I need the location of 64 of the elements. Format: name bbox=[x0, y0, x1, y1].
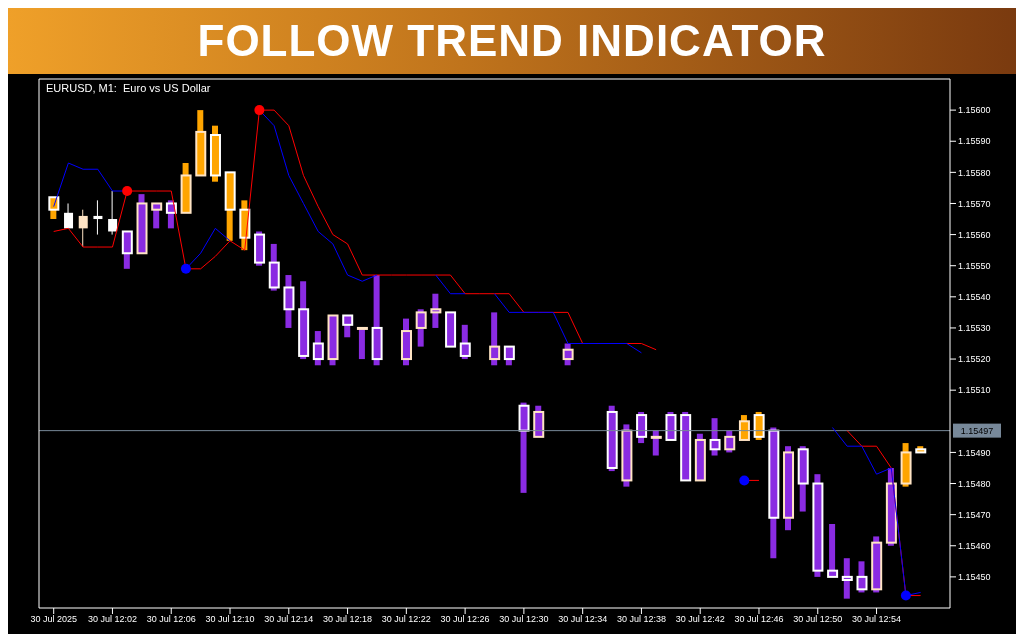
x-tick-label: 30 Jul 12:02 bbox=[87, 614, 137, 625]
point bbox=[739, 475, 750, 486]
candlestick bbox=[459, 324, 471, 360]
candlestick bbox=[93, 199, 103, 236]
y-tick-label: 1.15590 bbox=[958, 136, 991, 147]
candlestick bbox=[709, 418, 721, 456]
y-tick-label: 1.15470 bbox=[958, 509, 991, 520]
y-tick-label: 1.15560 bbox=[958, 229, 991, 240]
candlestick bbox=[312, 331, 324, 366]
point bbox=[122, 186, 133, 197]
point bbox=[254, 105, 265, 116]
y-tick-label: 1.15530 bbox=[958, 323, 991, 334]
x-tick-label: 30 Jul 12:18 bbox=[323, 614, 373, 625]
candlestick bbox=[415, 309, 427, 347]
x-tick-label: 30 Jul 12:38 bbox=[616, 614, 666, 625]
y-tick-label: 1.15540 bbox=[958, 292, 991, 303]
y-tick-label: 1.15580 bbox=[958, 167, 991, 178]
point bbox=[180, 263, 191, 274]
chart-title: FOLLOW TREND INDICATOR bbox=[8, 8, 1016, 74]
candlestick bbox=[121, 230, 133, 269]
ref-line-label: 1.15497 bbox=[960, 425, 994, 436]
x-tick-label: 30 Jul 12:54 bbox=[852, 614, 902, 625]
candlestick bbox=[841, 558, 853, 599]
candlestick bbox=[753, 411, 765, 440]
candlestick bbox=[738, 415, 750, 441]
x-tick-label: 30 Jul 12:26 bbox=[440, 614, 490, 625]
y-tick-label: 1.15510 bbox=[958, 385, 991, 396]
y-tick-label: 1.15550 bbox=[958, 260, 991, 271]
x-tick-label: 30 Jul 12:14 bbox=[264, 614, 314, 625]
candlestick bbox=[430, 293, 442, 328]
candlestick bbox=[64, 202, 74, 229]
y-tick-label: 1.15480 bbox=[958, 478, 991, 489]
candlestick bbox=[724, 430, 736, 453]
candlestick bbox=[342, 314, 354, 338]
candlestick bbox=[356, 326, 368, 360]
x-tick-label: 30 Jul 2025 bbox=[30, 614, 77, 625]
x-tick-label: 30 Jul 12:10 bbox=[205, 614, 255, 625]
candlestick bbox=[856, 561, 868, 593]
candlestick bbox=[283, 275, 295, 328]
x-tick-label: 30 Jul 12:42 bbox=[675, 614, 725, 625]
candlestick bbox=[636, 411, 648, 444]
candlestick bbox=[503, 345, 515, 366]
y-tick-label: 1.15600 bbox=[958, 105, 991, 116]
x-tick-label: 30 Jul 12:06 bbox=[146, 614, 196, 625]
candlestick bbox=[562, 343, 574, 366]
candlestick bbox=[151, 202, 163, 229]
x-tick-label: 30 Jul 12:50 bbox=[793, 614, 843, 625]
x-tick-label: 30 Jul 12:30 bbox=[499, 614, 549, 625]
y-tick-label: 1.15450 bbox=[958, 572, 991, 583]
y-tick-label: 1.15520 bbox=[958, 354, 991, 365]
candlestick bbox=[78, 209, 88, 248]
x-tick-label: 30 Jul 12:34 bbox=[558, 614, 608, 625]
candlestick bbox=[108, 190, 118, 236]
candlestick bbox=[489, 312, 501, 366]
y-tick-label: 1.15460 bbox=[958, 540, 991, 551]
point bbox=[900, 590, 911, 601]
candlestick bbox=[827, 523, 839, 578]
x-tick-label: 30 Jul 12:22 bbox=[381, 614, 431, 625]
candlestick bbox=[650, 430, 662, 456]
chart-subtitle: EURUSD, M1: Euro vs US Dollar bbox=[46, 82, 211, 94]
candlestick bbox=[165, 200, 177, 229]
x-tick-label: 30 Jul 12:46 bbox=[734, 614, 784, 625]
y-tick-label: 1.15490 bbox=[958, 447, 991, 458]
y-tick-label: 1.15570 bbox=[958, 198, 991, 209]
